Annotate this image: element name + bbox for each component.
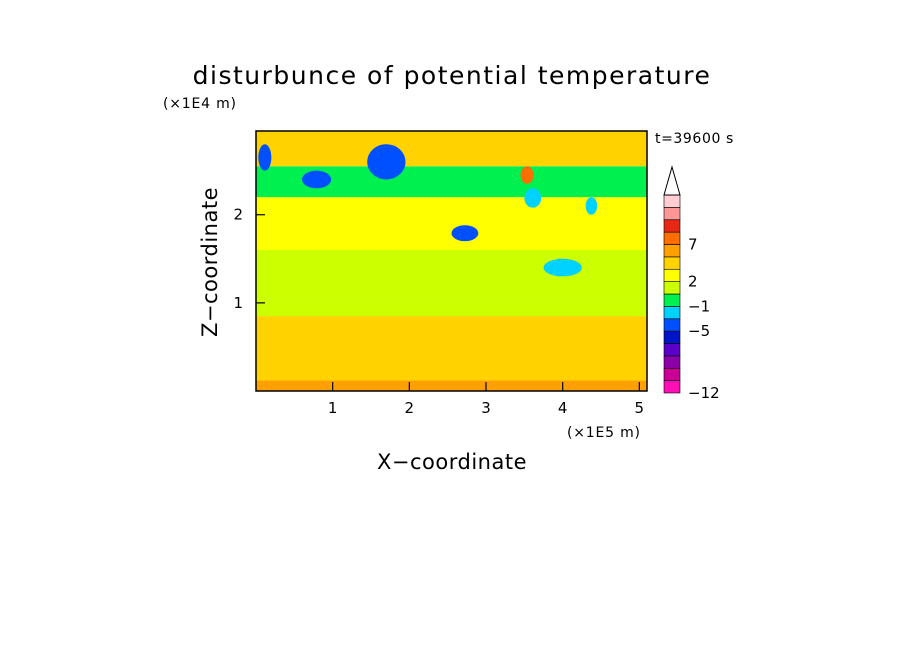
y-axis-ticks: 12 [233, 206, 265, 312]
heatmap-region-3 [256, 327, 486, 352]
colorbar-tick-label-3: −1 [688, 297, 710, 315]
colorbar-swatch-4 [663, 343, 681, 357]
colorbar-swatch-1 [663, 380, 681, 394]
heatmap-region-9 [258, 144, 272, 171]
x-axis-ticks: 1 2 3 4 5 [328, 382, 644, 417]
colorbar-swatch-7 [663, 306, 681, 320]
heatmap-region-5 [256, 249, 647, 299]
x-tick-label-2: 2 [405, 399, 415, 417]
colorbar-labels: −12−5−127 [688, 236, 720, 403]
heatmap-region-6 [256, 197, 647, 250]
colorbar-swatch-11 [663, 256, 681, 270]
colorbar-swatch-6 [663, 318, 681, 332]
colorbar-swatch-8 [663, 293, 681, 307]
colorbar-tick-label-4: 2 [688, 273, 698, 291]
heatmap-region-15 [543, 258, 582, 277]
colorbar-swatch-15 [663, 207, 681, 221]
colorbar-tick-label-5: 7 [688, 236, 698, 254]
x-axis-unit: (×1E5 m) [567, 425, 641, 441]
heatmap-region-4 [256, 298, 647, 317]
y-tick-label-1: 1 [233, 294, 243, 312]
colorbar-extend-arrow [663, 165, 681, 196]
heatmap-region-12 [451, 225, 479, 242]
time-label: t=39600 s [655, 131, 734, 147]
colorbar-swatch-13 [663, 231, 681, 245]
colorbar-swatch-12 [663, 244, 681, 258]
chart-title: disturbunce of potential temperature [193, 61, 712, 90]
y-axis-label: Z−coordinate [198, 187, 222, 337]
colorbar-swatch-5 [663, 330, 681, 344]
plot-area [256, 131, 647, 391]
colorbar-swatch-16 [663, 194, 681, 208]
x-tick-label-3: 3 [481, 399, 491, 417]
colorbar-swatch-9 [663, 281, 681, 295]
heatmap-region-14 [585, 197, 598, 215]
heatmap-region-8 [256, 131, 647, 167]
colorbar-tick-label-1: −12 [688, 384, 720, 402]
x-tick-label-4: 4 [558, 399, 568, 417]
plot-frame [255, 130, 648, 392]
y-tick-label-2: 2 [233, 206, 243, 224]
colorbar-swatch-14 [663, 219, 681, 233]
colorbar-tick-label-2: −5 [688, 322, 710, 340]
y-axis-unit: (×1E4 m) [163, 96, 237, 112]
heatmap-region-10 [302, 170, 332, 189]
x-tick-label-5: 5 [635, 399, 645, 417]
colorbar-swatch-10 [663, 268, 681, 282]
heatmap-region-1 [256, 380, 647, 391]
x-axis-label: X−coordinate [377, 450, 527, 474]
x-tick-label-1: 1 [328, 399, 338, 417]
colorbar-swatch-3 [663, 355, 681, 369]
heatmap-region-11 [367, 144, 406, 180]
heatmap-region-16 [520, 166, 534, 184]
colorbar-swatch-2 [663, 367, 681, 381]
colorbar [663, 165, 681, 394]
heatmap-region-13 [524, 188, 542, 208]
